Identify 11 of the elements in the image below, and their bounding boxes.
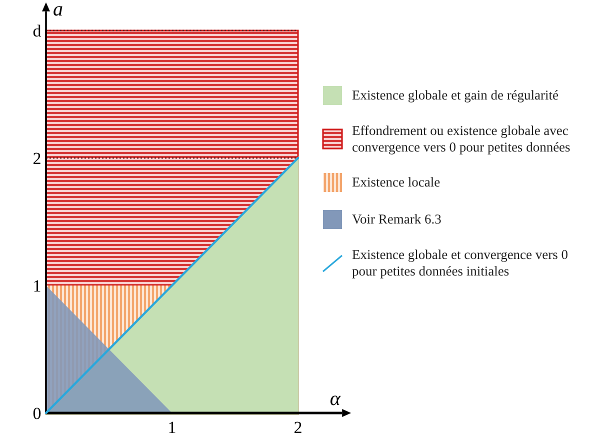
legend-label: Existence globale et gain de régularité (352, 88, 559, 103)
y-axis-title: a (53, 0, 63, 20)
legend-label: Existence globale et convergence vers 0 pour petites données initiales (352, 246, 568, 278)
legend-label: Effondrement ou existence globale avec convergence vers 0 pour petites données (352, 122, 570, 154)
y-tick-label: 2 (32, 148, 42, 168)
legend-label: Existence locale (352, 174, 440, 190)
y-tick-label: 1 (32, 276, 42, 296)
x-axis-title: α (330, 388, 341, 410)
y-tick-label: d (32, 21, 42, 40)
legend-label: Voir Remark 6.3 (352, 212, 442, 227)
y-tick-label: 0 (32, 404, 42, 423)
